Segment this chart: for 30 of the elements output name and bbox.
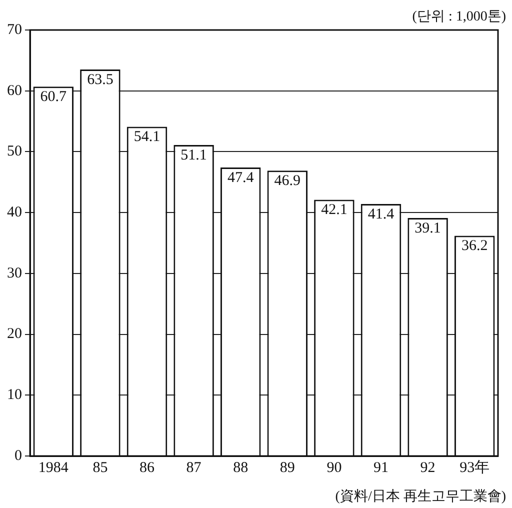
data-label: 63.5 [87,72,114,88]
x-tick-label: 91 [374,460,388,476]
y-tick-label: 30 [7,265,22,282]
data-label: 51.1 [180,147,207,164]
data-label: 39.1 [414,220,441,236]
x-tick-label: 86 [140,460,155,476]
text: (단위 : 1,000톤) [412,10,506,25]
x-tick-label: 90 [326,460,342,476]
y-tick-label: 60 [7,82,22,99]
y-tick-label: 50 [7,144,22,160]
data-label: 60.7 [40,89,68,106]
x-tick-label: 89 [280,460,295,476]
x-tick-label: 87 [186,460,202,476]
y-tick-label: 10 [7,387,22,404]
x-tick-label: 93年 [460,458,490,476]
data-label: 36.2 [461,238,488,254]
x-tick-label: 85 [92,460,108,476]
y-tick-label: 40 [7,204,22,221]
y-tick-label: 70 [7,22,22,38]
data-label: 41.4 [368,206,395,222]
text: (資料/日本 再生고무工業會) [335,488,506,505]
y-tick-label: 20 [7,326,22,342]
data-label: 42.1 [321,202,348,218]
data-label: 46.9 [274,173,301,190]
x-tick-label: 1984 [38,460,69,476]
x-tick-label: 92 [420,460,436,476]
data-label: 47.4 [227,170,254,186]
data-label: 54.1 [134,129,160,146]
x-tick-label: 88 [233,460,248,476]
y-tick-label: 0 [14,448,22,464]
